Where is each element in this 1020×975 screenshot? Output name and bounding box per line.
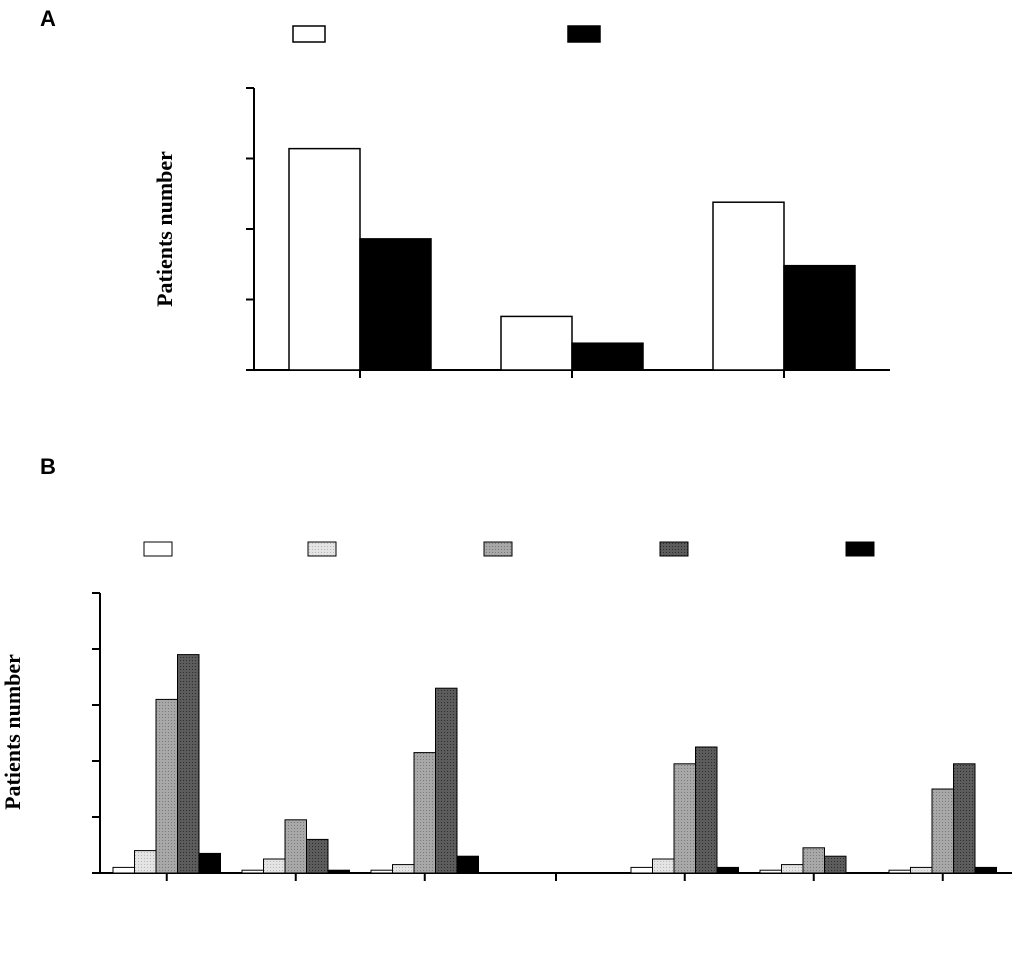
panel-b: B Patients number <box>0 454 1012 881</box>
panel-a-label: A <box>40 6 56 31</box>
panel-a-bar-m-start-of-observation <box>500 315 573 371</box>
panel-b-bar-end-of-the-observation-mplusf-100-109-9-yrs <box>716 866 739 874</box>
panel-a-bar-mplusf-start-of-observation <box>288 147 361 371</box>
legend-swatch-60-69-9-yrs <box>143 541 173 557</box>
legend-swatch-100-109-9-yrs <box>845 541 875 557</box>
panel-b-bar-end-of-the-observation-mplusf-70-79-9-yrs <box>652 858 675 874</box>
panel-a-bar-f-start-of-observation <box>712 201 785 371</box>
panel-b-bar-end-of-the-observation-mplusf-60-69-9-yrs <box>630 866 653 874</box>
panel-b-bar-end-of-the-observation-f-90-99-9-yrs <box>953 763 976 874</box>
panel-b-legend <box>143 541 875 557</box>
panel-b-bar-end-of-the-observation-m-90-99-9-yrs <box>824 855 847 874</box>
panel-b-y-axis-label: Patients number <box>0 654 25 810</box>
panel-b-bar-start-of-the-observation-mplusf-70-79-9-yrs <box>134 850 157 874</box>
panel-b-bar-start-of-the-observation-mplusf-90-99-9-yrs <box>177 654 200 874</box>
panel-b-bar-end-of-the-observation-f-70-79-9-yrs <box>910 866 933 874</box>
panel-b-bar-start-of-the-observation-f-80-89-9-yrs <box>413 752 436 874</box>
legend-swatch-80-89-9-yrs <box>483 541 513 557</box>
panel-b-bar-end-of-the-observation-mplusf-80-89-9-yrs <box>673 763 696 874</box>
panel-b-bar-end-of-the-observation-m-60-69-9-yrs <box>759 869 782 874</box>
panel-a: A Patients number <box>40 6 890 378</box>
panel-b-bar-start-of-the-observation-m-80-89-9-yrs <box>284 819 307 874</box>
panel-b-bar-end-of-the-observation-f-80-89-9-yrs <box>931 788 954 874</box>
panel-b-bar-start-of-the-observation-m-100-109-9-yrs <box>327 869 350 874</box>
panel-b-bar-start-of-the-observation-mplusf-60-69-9-yrs <box>112 866 135 874</box>
panel-b-bar-start-of-the-observation-m-90-99-9-yrs <box>306 838 329 874</box>
legend-swatch-70-79-9-yrs <box>307 541 337 557</box>
panel-b-bar-start-of-the-observation-mplusf-100-109-9-yrs <box>198 852 221 874</box>
panel-b-bar-end-of-the-observation-m-80-89-9-yrs <box>802 847 825 874</box>
legend-swatch-90-99-9-yrs <box>659 541 689 557</box>
panel-b-bar-start-of-the-observation-m-60-69-9-yrs <box>241 869 264 874</box>
panel-b-bar-start-of-the-observation-f-90-99-9-yrs <box>435 687 458 874</box>
panel-b-bar-start-of-the-observation-m-70-79-9-yrs <box>263 858 286 874</box>
panel-b-bar-start-of-the-observation-mplusf-80-89-9-yrs <box>155 698 178 874</box>
legend-swatch-start-of-observation <box>292 25 326 43</box>
panel-b-bar-start-of-the-observation-f-60-69-9-yrs <box>370 869 393 874</box>
panel-a-bar-f-end-of-observation <box>783 264 856 371</box>
panel-b-bar-end-of-the-observation-mplusf-90-99-9-yrs <box>695 746 718 874</box>
panel-b-label: B <box>40 454 56 479</box>
panel-b-bar-end-of-the-observation-f-60-69-9-yrs <box>888 869 911 874</box>
panel-b-plot <box>92 592 1012 881</box>
panel-a-bar-mplusf-end-of-observation <box>359 238 432 371</box>
panel-a-bar-m-end-of-observation <box>571 342 644 371</box>
panel-b-bar-start-of-the-observation-f-70-79-9-yrs <box>392 864 415 874</box>
panel-a-legend <box>292 25 601 43</box>
panel-b-bar-end-of-the-observation-f-100-109-9-yrs <box>974 866 997 874</box>
panel-b-bar-start-of-the-observation-f-100-109-9-yrs <box>456 855 479 874</box>
panel-a-plot <box>246 87 890 378</box>
legend-swatch-end-of-observation <box>567 25 601 43</box>
panel-b-bar-end-of-the-observation-m-70-79-9-yrs <box>781 864 804 874</box>
panel-a-y-axis-label: Patients number <box>152 151 177 307</box>
